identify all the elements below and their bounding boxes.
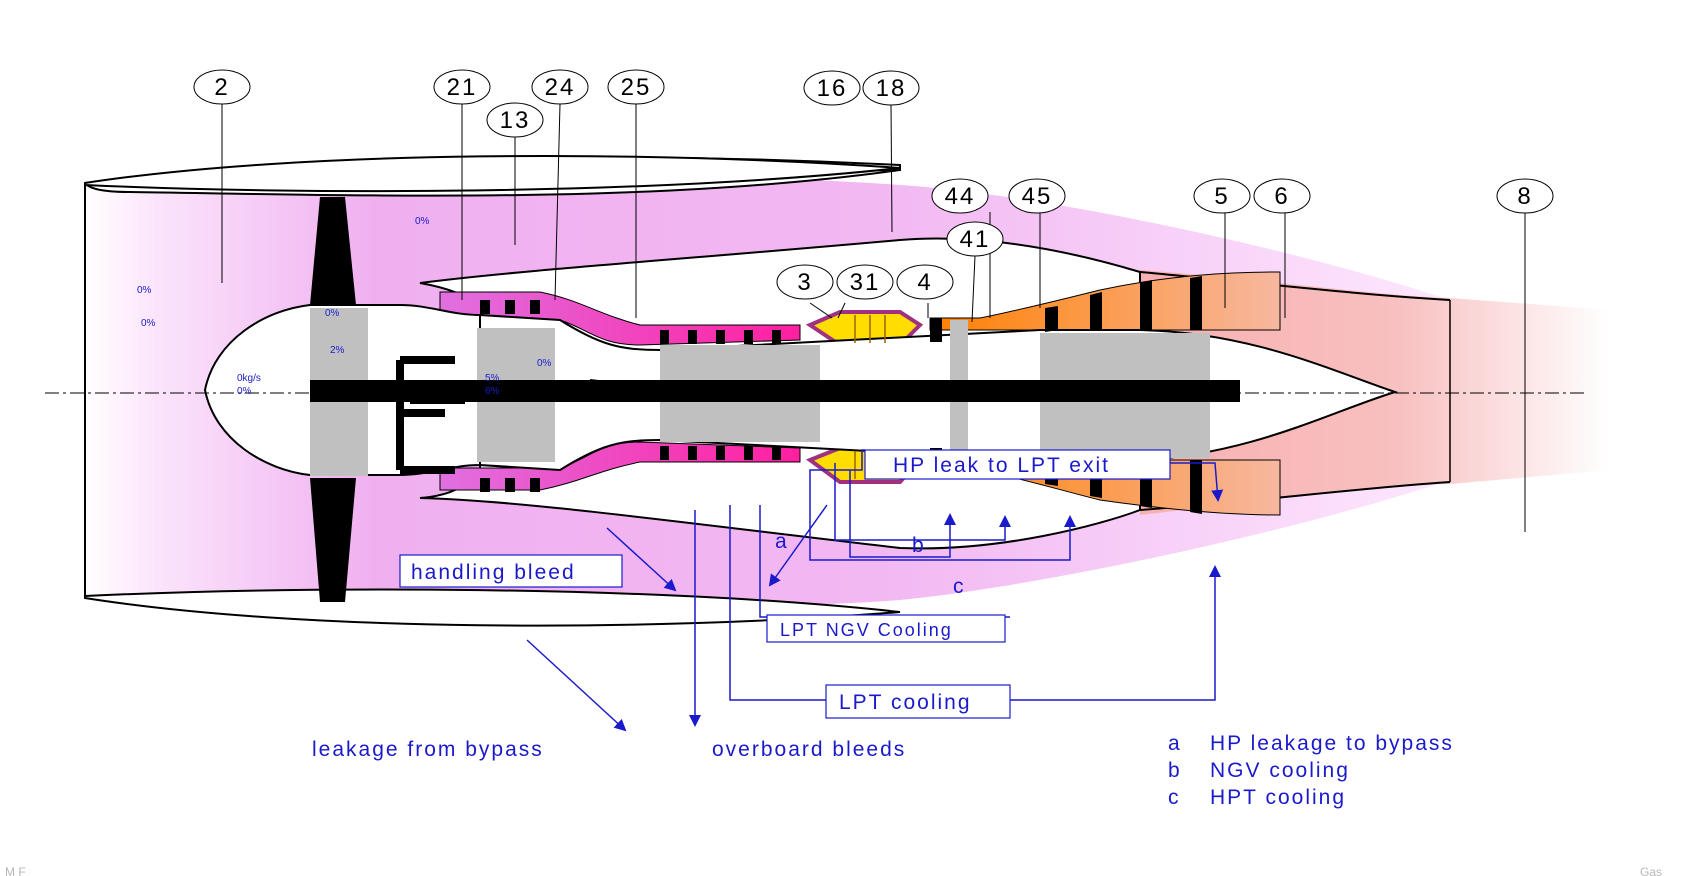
station-44: 44	[945, 183, 976, 210]
station-16: 16	[817, 75, 848, 102]
legend: a HP leakage to bypass b NGV cooling c H…	[1168, 732, 1454, 809]
flow-bypass-top: 0%	[415, 216, 430, 227]
lpt-cooling-label: LPT cooling	[839, 691, 972, 714]
station-25: 25	[621, 74, 652, 101]
flow-spinner-rate: 0kg/s	[237, 373, 261, 384]
flow-fan-hub-lower: 2%	[330, 345, 345, 356]
station-21: 21	[447, 74, 478, 101]
flow-core-bleed-1: 5%	[485, 373, 500, 384]
station-18: 18	[876, 75, 907, 102]
marker-a: a	[775, 530, 789, 553]
corner-right-text: Gas	[1640, 865, 1662, 876]
station-6: 6	[1274, 183, 1289, 210]
flow-duct-25: 0%	[537, 358, 552, 369]
fan-blade-top	[310, 197, 356, 305]
marker-c: c	[953, 575, 966, 598]
station-8: 8	[1517, 183, 1532, 210]
leakage-from-bypass-label: leakage from bypass	[312, 738, 544, 761]
station-45: 45	[1022, 183, 1053, 210]
overboard-bleeds-label: overboard bleeds	[712, 738, 906, 761]
corner-left-text: M F	[5, 865, 26, 876]
station-2: 2	[214, 74, 229, 101]
main-shaft	[310, 380, 1240, 402]
flow-inlet-mid: 0%	[141, 318, 156, 329]
legend-key-b: b	[1168, 759, 1182, 782]
station-4: 4	[917, 269, 932, 296]
station-41: 41	[960, 226, 991, 253]
marker-b: b	[912, 534, 926, 557]
station-24: 24	[545, 74, 576, 101]
station-13: 13	[500, 107, 531, 134]
flow-inlet-top: 0%	[137, 285, 152, 296]
legend-text-b: NGV cooling	[1210, 759, 1350, 782]
flow-fan-hub: 0%	[325, 308, 340, 319]
station-2-marker	[193, 69, 251, 105]
station-3: 3	[797, 269, 812, 296]
lpt-ngv-cooling-label: LPT NGV Cooling	[780, 620, 953, 640]
flow-spinner-pct: 0%	[237, 386, 252, 397]
legend-key-a: a	[1168, 732, 1182, 755]
hp-leak-to-lpt-exit-label: HP leak to LPT exit	[893, 454, 1110, 477]
station-5: 5	[1214, 183, 1229, 210]
station-31: 31	[850, 269, 881, 296]
flow-core-bleed-2: 6%	[485, 386, 500, 397]
handling-bleed-label: handling bleed	[411, 561, 576, 584]
compressor-blades	[480, 300, 781, 492]
legend-key-c: c	[1168, 786, 1181, 809]
legend-text-a: HP leakage to bypass	[1210, 732, 1454, 755]
legend-text-c: HPT cooling	[1210, 786, 1346, 809]
